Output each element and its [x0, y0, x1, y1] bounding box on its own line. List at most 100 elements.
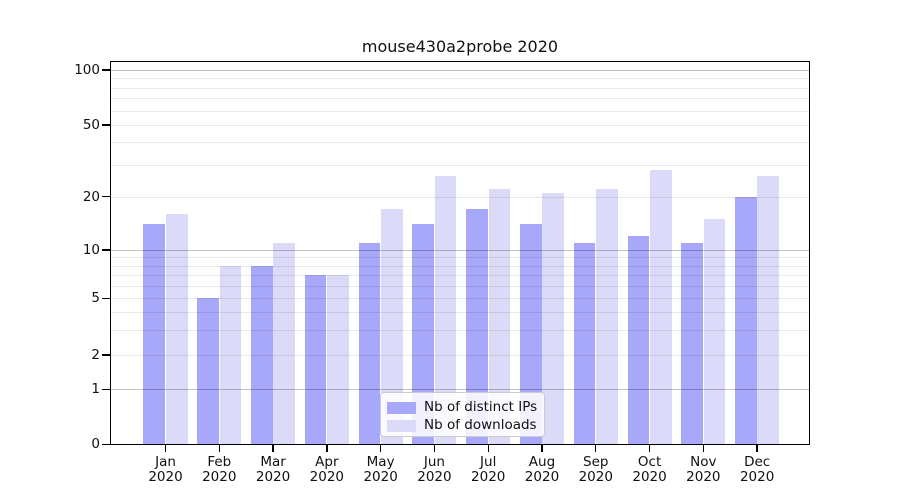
y-tick-mark — [102, 297, 110, 299]
x-tick-label-month: Apr — [315, 454, 339, 470]
bar-distinct-ips — [412, 224, 435, 445]
chart-title: mouse430a2probe 2020 — [361, 37, 559, 56]
x-tick-label-month: May — [366, 454, 395, 470]
x-tick-mark — [541, 445, 543, 452]
x-tick-mark — [756, 445, 758, 452]
x-tick-label-month: Feb — [207, 454, 232, 470]
bar-distinct-ips — [735, 196, 757, 445]
x-tick-mark — [218, 445, 220, 452]
x-tick-label-year: 2020 — [363, 469, 398, 485]
bar-downloads — [165, 213, 188, 445]
y-tick-label: 50 — [82, 117, 100, 133]
bar-downloads — [380, 209, 403, 445]
y-tick-label: 1 — [91, 381, 100, 398]
bar-downloads — [596, 189, 618, 445]
y-tick-label: 5 — [91, 290, 100, 307]
y-gridline-minor — [110, 196, 810, 198]
x-tick-label-month: Jan — [155, 454, 176, 470]
bar-downloads — [327, 274, 349, 445]
x-tick-mark — [702, 445, 705, 452]
bar-downloads — [757, 176, 780, 445]
bar-distinct-ips — [466, 209, 488, 445]
bar-downloads — [488, 189, 511, 445]
y-gridline-minor — [110, 312, 810, 314]
x-tick-label-year: 2020 — [686, 469, 721, 485]
y-tick-label: 0 — [91, 436, 100, 453]
y-gridline-major — [110, 389, 810, 391]
x-tick-mark — [272, 445, 274, 452]
x-tick-mark — [164, 445, 167, 452]
y-gridline-minor — [110, 355, 810, 356]
y-tick-mark — [102, 443, 110, 445]
y-tick-label: 10 — [82, 242, 100, 258]
x-tick-label-year: 2020 — [524, 469, 560, 485]
y-gridline-minor — [110, 164, 810, 166]
y-gridline-minor — [110, 98, 810, 100]
bar-downloads — [649, 170, 672, 445]
y-gridline-minor — [110, 329, 810, 331]
y-gridline-minor — [110, 110, 810, 112]
x-tick-label-year: 2020 — [632, 469, 667, 485]
x-tick-mark — [648, 445, 651, 452]
legend: Nb of distinct IPs Nb of downloads — [380, 392, 545, 437]
x-tick-mark — [487, 445, 489, 452]
y-gridline-major — [110, 70, 810, 72]
y-gridline-minor — [110, 87, 810, 89]
bar-downloads — [703, 218, 726, 445]
x-tick-label-year: 2020 — [309, 469, 345, 485]
y-gridline-major — [110, 250, 810, 252]
bar-downloads — [219, 265, 242, 445]
y-tick-label: 20 — [82, 188, 100, 205]
bar-distinct-ips — [681, 242, 703, 445]
bar-distinct-ips — [197, 298, 219, 445]
y-tick-mark — [102, 388, 110, 390]
x-tick-mark — [433, 445, 436, 452]
y-tick-mark — [102, 354, 110, 356]
bar-distinct-ips — [519, 224, 542, 445]
y-gridline-minor — [110, 257, 810, 259]
y-gridline-minor — [110, 298, 810, 300]
y-gridline-minor — [110, 125, 810, 126]
bar-downloads — [542, 192, 565, 445]
bar-downloads — [273, 242, 296, 445]
legend-swatch-downloads — [387, 419, 416, 432]
y-tick-mark — [102, 196, 110, 198]
legend-label-downloads: Nb of downloads — [424, 416, 537, 433]
x-tick-label-month: Aug — [528, 454, 556, 470]
y-gridline-minor — [110, 285, 810, 287]
x-tick-label-year: 2020 — [255, 469, 291, 485]
bar-distinct-ips — [358, 242, 381, 445]
x-tick-label-year: 2020 — [417, 469, 452, 485]
y-gridline-minor — [110, 274, 810, 276]
x-tick-label-month: Oct — [637, 454, 662, 470]
x-tick-mark — [379, 445, 382, 452]
y-tick-label: 2 — [91, 347, 100, 363]
bar-distinct-ips — [143, 224, 166, 445]
x-tick-label-month: Jul — [480, 454, 497, 470]
legend-swatch-distinct-ips — [387, 402, 416, 414]
bar-downloads — [434, 176, 457, 445]
y-tick-mark — [102, 249, 110, 251]
y-gridline-minor — [110, 265, 810, 267]
y-gridline-minor — [110, 142, 810, 144]
bar-distinct-ips — [251, 265, 273, 445]
x-tick-label-month: Jun — [423, 454, 445, 470]
bar-distinct-ips — [627, 235, 650, 445]
x-tick-mark — [595, 445, 597, 452]
x-tick-label-month: Nov — [690, 454, 717, 470]
y-tick-mark — [102, 69, 110, 71]
x-tick-label-month: Sep — [583, 454, 609, 470]
bar-distinct-ips — [304, 274, 327, 445]
x-tick-label-year: 2020 — [148, 469, 183, 485]
x-tick-label-year: 2020 — [739, 469, 775, 485]
y-tick-mark — [102, 124, 110, 126]
bar-distinct-ips — [573, 242, 596, 445]
x-tick-label-year: 2020 — [578, 469, 613, 485]
x-tick-label-month: Dec — [744, 454, 771, 470]
legend-label-distinct-ips: Nb of distinct IPs — [424, 399, 538, 415]
y-gridline-minor — [110, 78, 810, 80]
y-tick-label: 100 — [74, 62, 100, 78]
x-tick-label-year: 2020 — [202, 469, 237, 485]
x-tick-label-month: Mar — [260, 454, 286, 470]
